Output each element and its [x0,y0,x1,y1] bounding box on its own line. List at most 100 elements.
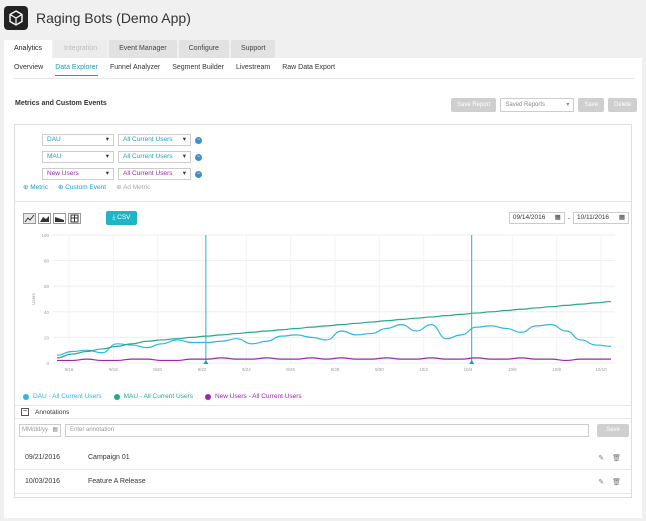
section-title: Metrics and Custom Events [15,100,107,107]
series-line [56,300,612,359]
save-report-button[interactable]: Save Report [451,98,497,112]
table-view-icon[interactable] [68,213,81,224]
add-custom-event-link[interactable]: ⊕ Custom Event [58,183,106,191]
end-date-input[interactable]: 10/11/2016 ▦ [573,212,629,224]
segment-select[interactable]: All Current Users ▾ [118,151,191,163]
legend-dot [23,393,29,400]
report-controls: Save Report Saved Reports ▾ Save Delete [451,98,638,112]
divider [14,78,634,79]
x-tick-label: 9/28 [331,367,340,372]
app-header: Raging Bots (Demo App) [0,0,646,36]
annotation-name: Feature A Release [88,478,146,485]
y-tick-label: 0 [46,361,49,366]
metric-select[interactable]: New Users ▾ [42,168,114,180]
csv-label: CSV [117,214,131,221]
y-tick-label: 80 [44,259,50,264]
divider [15,201,631,202]
series-line [56,323,612,356]
unity-logo-icon [4,6,28,30]
annotation-name: Campaign 01 [88,454,130,461]
x-tick-label: 9/16 [65,367,74,372]
y-tick-label: 100 [41,233,49,238]
trash-icon[interactable]: 🗑 [612,478,621,486]
caret-down-icon: ▾ [105,170,109,177]
subtab-segment-builder[interactable]: Segment Builder [172,64,224,71]
legend-item[interactable]: DAU - All Current Users [23,393,102,400]
caret-down-icon: ▾ [566,102,570,108]
stacked-chart-icon[interactable] [53,213,66,224]
caret-down-icon: ▾ [182,153,186,160]
date-range: 09/14/2016 ▦ - 10/11/2016 ▦ [508,212,629,224]
add-custom-event-label: Custom Event [65,184,107,191]
annotation-date-input[interactable]: MM/dd/yy ▦ [19,424,61,437]
segment-select[interactable]: All Current Users ▾ [118,168,191,180]
sub-tabs: Overview Data Explorer Funnel Analyzer S… [14,64,335,76]
x-tick-label: 10/2 [419,367,428,372]
annotation-save-button[interactable]: Save [597,424,629,437]
series-line [57,357,611,362]
remove-metric-icon[interactable]: − [195,153,202,161]
edit-icon[interactable]: ✎ [598,454,605,462]
annotation-date: 09/21/2016 [25,454,61,461]
legend-item[interactable]: New Users - All Current Users [204,393,302,400]
chart-legend: DAU - All Current Users MAU - All Curren… [23,393,302,400]
annotation-list: 09/21/2016 Campaign 01 ✎ 🗑 10/03/2016 Fea… [15,446,631,494]
remove-metric-icon[interactable]: − [195,170,202,178]
annotation-row: 10/03/2016 Feature A Release ✎ 🗑 [15,470,631,494]
metric-value: New Users [47,170,79,177]
segment-select[interactable]: All Current Users ▾ [118,134,191,146]
annotation-marker [203,360,209,364]
csv-export-button[interactable]: ⤓ CSV [106,211,137,225]
tab-analytics[interactable]: Analytics [4,40,53,58]
metric-select[interactable]: MAU ▾ [42,151,114,163]
add-ad-metric-label: Ad Metric [122,184,151,191]
caret-down-icon: ▾ [182,136,186,143]
tab-configure[interactable]: Configure [178,40,229,58]
metric-value: DAU [47,136,61,143]
x-tick-label: 10/6 [508,367,517,372]
y-tick-label: 60 [44,284,50,289]
annotation-marker [469,360,475,364]
area-chart-icon[interactable] [38,213,51,224]
subtab-overview[interactable]: Overview [14,64,44,71]
caret-down-icon: ▾ [182,170,186,177]
download-icon: ⤓ [112,214,118,221]
tab-support[interactable]: Support [230,40,276,58]
chart-type-toolbar [23,213,81,224]
start-date: 09/14/2016 [512,214,546,221]
x-tick-label: 9/22 [198,367,207,372]
saved-reports-label: Saved Reports [505,102,546,108]
line-chart-icon[interactable] [23,213,36,224]
annotation-date-placeholder: MM/dd/yy [22,427,49,433]
subtab-raw-data-export[interactable]: Raw Data Export [282,64,336,71]
calendar-icon: ▦ [52,427,58,433]
line-chart: 0 20 40 60 80 100 9/16 9/18 9/20 9/22 9/24 9/26 9/28… [25,231,623,385]
add-metric-link[interactable]: ⊕ Metric [23,183,48,191]
metric-value: MAU [47,153,62,160]
x-tick-label: 9/24 [242,367,251,372]
annotation-text-input[interactable]: Enter annotation [65,424,589,437]
x-tick-label: 9/26 [286,367,295,372]
main-content: Overview Data Explorer Funnel Analyzer S… [4,58,642,518]
tab-event-manager[interactable]: Event Manager [109,40,177,58]
legend-item[interactable]: MAU - All Current Users [113,393,193,400]
subtab-funnel-analyzer[interactable]: Funnel Analyzer [109,64,161,71]
remove-metric-icon[interactable]: − [195,136,202,144]
add-ad-metric-link: ⊕ Ad Metric [116,183,150,191]
legend-label: MAU - All Current Users [123,393,193,400]
metric-select[interactable]: DAU ▾ [42,134,114,146]
plus-circle-icon: ⊕ [57,184,66,191]
subtab-data-explorer[interactable]: Data Explorer [55,64,98,76]
collapse-icon[interactable]: − [21,406,29,416]
subtab-livestream[interactable]: Livestream [235,64,271,71]
caret-down-icon: ▾ [105,136,109,143]
saved-reports-select[interactable]: Saved Reports ▾ [500,98,575,112]
trash-icon[interactable]: 🗑 [612,454,621,462]
top-tabs: Analytics Integration Event Manager Conf… [4,40,276,58]
annotation-date: 10/03/2016 [25,478,61,485]
calendar-icon: ▦ [554,214,561,221]
delete-button[interactable]: Delete [608,98,638,112]
edit-icon[interactable]: ✎ [598,478,605,486]
start-date-input[interactable]: 09/14/2016 ▦ [508,212,565,224]
save-button[interactable]: Save [578,98,605,112]
